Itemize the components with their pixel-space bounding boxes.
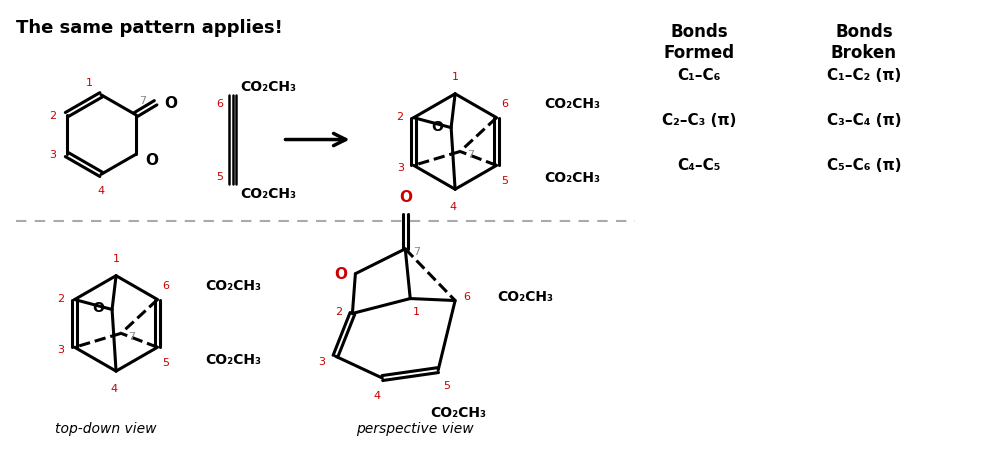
Text: 1: 1 [414, 307, 420, 317]
Text: 3: 3 [318, 356, 325, 366]
Text: 2: 2 [335, 307, 343, 317]
Text: 3: 3 [50, 150, 57, 160]
Text: 2: 2 [58, 293, 65, 303]
Text: C₄–C₅: C₄–C₅ [678, 157, 722, 172]
Text: The same pattern applies!: The same pattern applies! [16, 19, 283, 37]
Text: CO₂CH₃: CO₂CH₃ [241, 187, 297, 201]
Text: perspective view: perspective view [357, 421, 474, 435]
Text: 7: 7 [414, 246, 420, 256]
Text: 6: 6 [502, 98, 509, 109]
Text: 7: 7 [128, 331, 135, 341]
Text: CO₂CH₃: CO₂CH₃ [545, 97, 600, 110]
Text: 2: 2 [397, 111, 404, 121]
Text: 1: 1 [112, 253, 119, 263]
Text: 3: 3 [397, 163, 404, 173]
Text: O: O [399, 190, 412, 205]
Text: 7: 7 [467, 150, 474, 160]
Text: 5: 5 [443, 380, 450, 390]
Text: 5: 5 [216, 172, 223, 182]
Text: CO₂CH₃: CO₂CH₃ [545, 171, 600, 185]
Text: 5: 5 [162, 357, 170, 368]
Text: O: O [146, 152, 159, 167]
Text: Bonds
Broken: Bonds Broken [831, 23, 897, 62]
Text: C₂–C₃ (π): C₂–C₃ (π) [662, 113, 737, 128]
Text: 4: 4 [97, 186, 104, 196]
Text: CO₂CH₃: CO₂CH₃ [241, 80, 297, 94]
Text: O: O [165, 96, 178, 111]
Text: 2: 2 [50, 110, 57, 120]
Text: 6: 6 [162, 280, 170, 290]
Text: CO₂CH₃: CO₂CH₃ [206, 352, 261, 366]
Text: 4: 4 [449, 202, 456, 212]
Text: 4: 4 [110, 383, 117, 393]
Text: C₃–C₄ (π): C₃–C₄ (π) [827, 113, 902, 128]
Text: 6: 6 [463, 291, 470, 301]
Text: CO₂CH₃: CO₂CH₃ [430, 405, 486, 419]
Text: O: O [92, 301, 104, 315]
Text: C₁–C₆: C₁–C₆ [678, 68, 721, 83]
Text: C₁–C₂ (π): C₁–C₂ (π) [827, 68, 902, 83]
Text: C₅–C₆ (π): C₅–C₆ (π) [827, 157, 902, 172]
Text: 7: 7 [138, 96, 146, 106]
Text: 4: 4 [374, 390, 381, 400]
Text: O: O [431, 120, 443, 133]
Text: O: O [334, 267, 348, 281]
Text: 3: 3 [58, 345, 65, 354]
Text: 1: 1 [86, 78, 93, 87]
Text: CO₂CH₃: CO₂CH₃ [497, 289, 553, 303]
Text: 5: 5 [502, 176, 509, 186]
Text: 6: 6 [216, 98, 223, 109]
Text: 1: 1 [451, 72, 458, 82]
Text: top-down view: top-down view [56, 421, 157, 435]
Text: CO₂CH₃: CO₂CH₃ [206, 278, 261, 292]
Text: Bonds
Formed: Bonds Formed [664, 23, 735, 62]
